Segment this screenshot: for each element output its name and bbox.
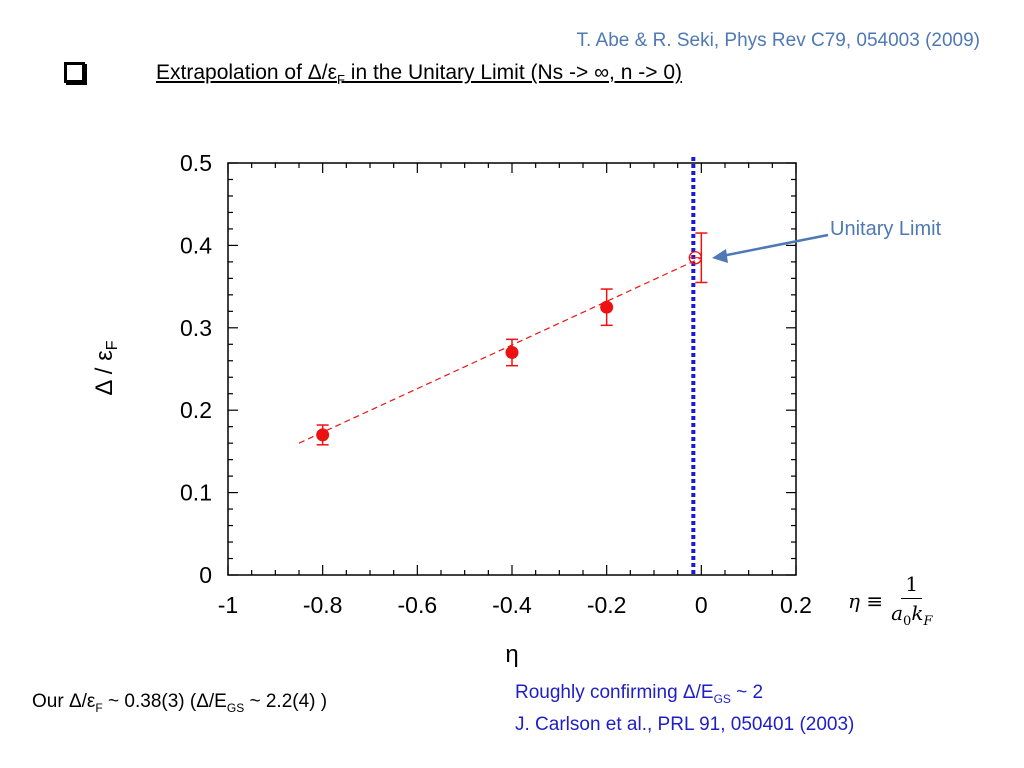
data-point <box>505 346 519 360</box>
y-tick-label: 0.1 <box>180 480 212 506</box>
data-point <box>316 428 330 442</box>
x-tick-label: -0.6 <box>398 592 438 618</box>
y-tick-label: 0 <box>199 562 212 588</box>
eta-fraction: 1 a0kF <box>891 572 932 629</box>
eta-numerator: 1 <box>901 572 923 599</box>
plot-frame <box>227 162 797 576</box>
x-tick-label: -0.4 <box>492 592 532 618</box>
slide-heading: Extrapolation of Δ/εF in the Unitary Lim… <box>156 61 683 88</box>
confirmation-line: Roughly confirming Δ/EGS ~ 2 <box>515 682 764 706</box>
x-tick-label: 0.2 <box>780 592 812 618</box>
citation: T. Abe & R. Seki, Phys Rev C79, 054003 (… <box>576 30 980 51</box>
y-tick-label: 0.2 <box>180 397 212 423</box>
confirmation-text: Roughly confirming Δ/EGS ~ 2 J. Carlson … <box>515 680 854 738</box>
fit-line <box>298 257 702 444</box>
x-tick-label: -0.2 <box>587 592 627 618</box>
eta-definition-lhs: η ≡ <box>848 588 884 613</box>
reference-line: J. Carlson et al., PRL 91, 050401 (2003) <box>515 713 855 735</box>
annotation-arrowhead <box>712 249 728 263</box>
annotation-unitary-limit: Unitary Limit <box>830 218 942 240</box>
x-tick-label: 0 <box>695 592 708 618</box>
eta-denominator: a0kF <box>891 601 933 629</box>
x-tick-label: -1 <box>218 592 238 618</box>
y-tick-label: 0.3 <box>180 315 212 341</box>
bullet-square-icon <box>64 62 85 83</box>
x-axis-label: η <box>505 641 518 668</box>
annotation-arrow <box>721 233 829 258</box>
y-tick-label: 0.4 <box>180 232 212 258</box>
data-point <box>600 300 614 314</box>
eta-definition: η ≡ 1 a0kF <box>848 572 932 629</box>
x-tick-label: -0.8 <box>303 592 343 618</box>
result-text: Our Δ/εF ~ 0.38(3) (Δ/EGS ~ 2.2(4) ) <box>32 691 328 715</box>
y-tick-label: 0.5 <box>180 150 212 176</box>
y-axis-label: Δ / εF <box>91 340 121 395</box>
